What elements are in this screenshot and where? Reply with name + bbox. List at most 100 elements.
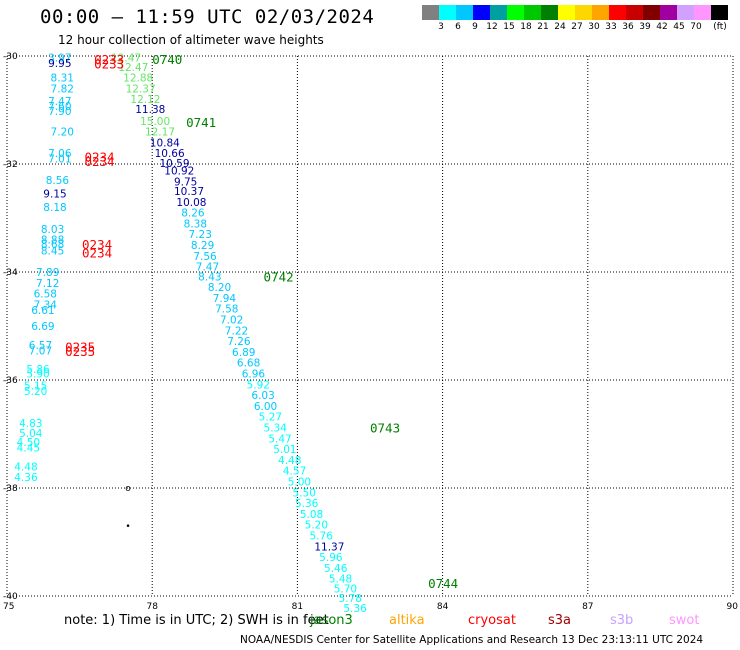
longitude-tick-label: 90 — [727, 602, 739, 612]
pass-time-label: 0742 — [264, 269, 294, 284]
pass-time-label: 0235 — [65, 344, 95, 359]
wave-height-label: 7.12 — [36, 278, 59, 290]
wave-height-label: 11.38 — [135, 104, 165, 116]
latitude-tick-label: -34 — [3, 268, 18, 278]
graticule — [6, 55, 734, 597]
wave-height-label: 5.90 — [26, 369, 49, 381]
wave-height-label: 5.00 — [288, 477, 311, 489]
wave-height-label: 7.23 — [189, 229, 212, 241]
wave-height-label: 8.56 — [46, 175, 70, 187]
legend-swatch — [694, 5, 711, 20]
legend-tick-label: 18 — [520, 22, 532, 32]
wave-height-label: 4.83 — [19, 418, 42, 430]
pass-time-label: 0744 — [428, 576, 458, 591]
pass-time-label: 0743 — [370, 421, 400, 436]
latitude-tick-label: -38 — [3, 484, 18, 494]
wave-height-label: 7.56 — [193, 251, 217, 263]
latitude-tick-label: -36 — [3, 376, 18, 386]
wave-height-label: 9.75 — [174, 176, 197, 188]
wave-height-label: 5.04 — [19, 428, 43, 440]
longitude-tick-label: 78 — [146, 602, 158, 612]
wave-height-label: 5.50 — [293, 487, 316, 499]
legend-tick-label: 15 — [503, 22, 515, 32]
legend-tick-label: 36 — [622, 22, 634, 32]
pass-time-label: 0233 — [94, 52, 124, 67]
wave-height-label: 8.43 — [198, 271, 221, 283]
pass-time-label: 0234 — [84, 149, 114, 164]
wave-height-label: 7.94 — [213, 293, 237, 305]
pass-time-label: 0741 — [186, 115, 216, 130]
wave-height-label: 11.37 — [314, 541, 344, 553]
pass-time-label: 0233 — [94, 57, 124, 72]
wave-height-label: 5.36 — [295, 498, 319, 510]
satellite-legend-altika: altika — [389, 613, 425, 628]
wave-height-label: 9.95 — [48, 58, 71, 70]
wave-height-label: 5.08 — [300, 509, 323, 521]
legend-swatch — [643, 5, 660, 20]
legend-swatch — [541, 5, 558, 20]
legend-tick-label: 70 — [690, 22, 702, 32]
wave-height-label: 7.02 — [220, 315, 243, 327]
page-title: 00:00 – 11:59 UTC 02/03/2024 — [40, 6, 375, 28]
wave-height-label: 10.59 — [159, 158, 189, 170]
wave-height-label: 8.29 — [191, 240, 214, 252]
legend-tick-label: 45 — [673, 22, 685, 32]
wave-height-label: 7.58 — [215, 304, 238, 316]
wave-height-label: 12.47 — [118, 62, 148, 74]
wave-height-label: 10.37 — [174, 186, 204, 198]
satellite-legend-swot: swot — [669, 613, 700, 628]
satellite-legend-s3a: s3a — [548, 613, 572, 628]
wave-height-label: 7.47 — [196, 262, 219, 274]
legend-tick-label: 21 — [537, 22, 549, 32]
legend-tick-label: 33 — [605, 22, 617, 32]
legend-swatch — [626, 5, 643, 20]
wave-height-label: 5.20 — [305, 520, 328, 532]
wave-height-label: 7.89 — [36, 267, 59, 279]
wave-height-label: 6.58 — [34, 289, 57, 301]
satellite-legend-jason3: jason3 — [310, 613, 353, 628]
wave-height-label: 5.01 — [273, 444, 296, 456]
wave-height-label: 5.96 — [319, 552, 343, 564]
wave-height-label: 5.47 — [268, 433, 291, 445]
wave-height-label: 5.36 — [343, 603, 367, 615]
satellite-legend-cryosat: cryosat — [468, 613, 516, 628]
wave-height-label: 7.47 — [48, 96, 71, 108]
legend-swatch — [422, 5, 439, 20]
wave-height-label: 8.20 — [208, 282, 231, 294]
wave-height-label: 5.15 — [24, 380, 47, 392]
wave-height-label: 8.45 — [41, 245, 64, 257]
wave-height-label: 8.26 — [181, 208, 205, 220]
wave-height-label: 7.90 — [48, 106, 71, 118]
wave-height-label: 8.38 — [184, 218, 207, 230]
wave-height-label: 6.69 — [31, 321, 54, 333]
pass-time-label: 0234 — [82, 246, 112, 261]
legend-tick-label: 12 — [486, 22, 498, 32]
wave-height-label: 7.20 — [51, 127, 74, 139]
legend-tick-label: 9 — [472, 22, 478, 32]
legend-swatch — [660, 5, 677, 20]
legend-swatch — [439, 5, 456, 20]
latitude-tick-label: -40 — [3, 592, 18, 602]
wave-height-label: 5.20 — [24, 386, 47, 398]
legend-unit: (ft) — [713, 22, 727, 32]
wave-height-label: 12.88 — [123, 73, 153, 85]
legend-swatch — [677, 5, 694, 20]
map-markers: o• — [125, 484, 131, 532]
longitude-tick-label: 75 — [3, 602, 14, 612]
wave-height-label: 12.17 — [145, 127, 175, 139]
wave-height-label: 5.34 — [264, 423, 288, 435]
footer-credit: NOAA/NESDIS Center for Satellite Applica… — [240, 634, 704, 646]
wave-height-label: 6.00 — [254, 401, 277, 413]
legend-swatch — [575, 5, 592, 20]
wave-height-label: 8.68 — [41, 239, 64, 251]
wave-height-label: 6.89 — [232, 347, 255, 359]
legend-tick-label: 24 — [554, 22, 566, 32]
wave-height-label: 7.82 — [51, 83, 74, 95]
page-subtitle: 12 hour collection of altimeter wave hei… — [58, 33, 324, 47]
wave-height-label: 4.45 — [17, 443, 40, 455]
wave-height-label: 4.50 — [17, 437, 40, 449]
wave-height-label: 7.07 — [29, 345, 52, 357]
